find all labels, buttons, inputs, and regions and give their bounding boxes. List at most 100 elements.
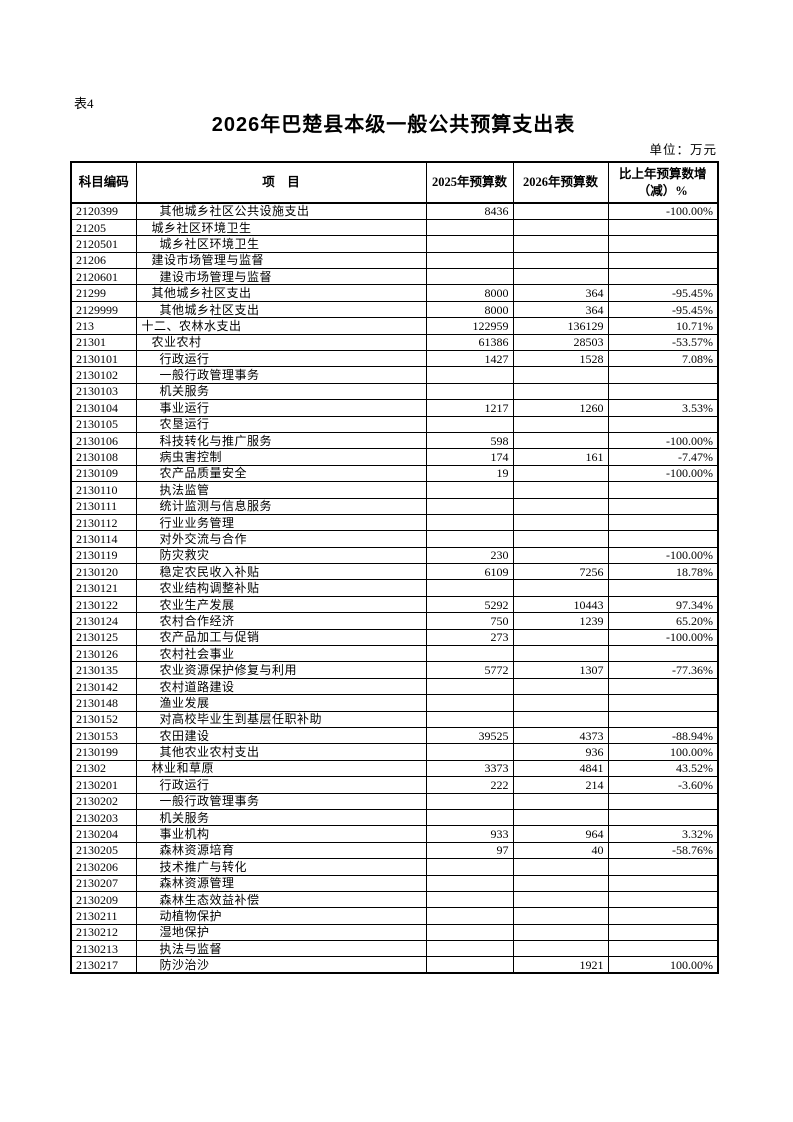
cell-code: 2120501 [70, 235, 137, 253]
table-row: 2130201 行政运行 222 214 -3.60% [70, 776, 719, 794]
cell-code: 21301 [70, 333, 137, 352]
cell-budget-2025 [425, 940, 514, 958]
cell-budget-2026: 1260 [512, 399, 609, 417]
cell-code: 2130206 [70, 858, 137, 876]
cell-change-pct: -100.00% [607, 628, 719, 647]
cell-item: 农产品加工与促销 [135, 628, 427, 647]
cell-code: 2130125 [70, 628, 137, 647]
cell-item: 森林资源管理 [135, 874, 427, 892]
cell-budget-2025: 8436 [425, 202, 514, 220]
cell-change-pct [607, 513, 719, 532]
cell-code: 2130108 [70, 448, 137, 466]
cell-budget-2026 [512, 251, 609, 270]
cell-change-pct [607, 677, 719, 696]
table-row: 2130204 事业机构 933 964 3.32% [70, 825, 719, 843]
cell-item: 农村合作经济 [135, 612, 427, 630]
cell-code: 2129999 [70, 300, 137, 319]
cell-budget-2026 [512, 808, 609, 827]
cell-code: 2130126 [70, 645, 137, 663]
cell-budget-2026 [512, 497, 609, 515]
table-row: 2130106 科技转化与推广服务 598 -100.00% [70, 431, 719, 450]
table-row: 2130206 技术推广与转化 [70, 858, 719, 876]
cell-code: 2130205 [70, 841, 137, 860]
cell-budget-2025: 61386 [425, 333, 514, 352]
table-row: 2130209 森林生态效益补偿 [70, 890, 719, 909]
cell-item: 技术推广与转化 [135, 858, 427, 876]
cell-budget-2026: 40 [512, 841, 609, 860]
cell-item: 其他城乡社区公共设施支出 [135, 202, 427, 220]
table-row: 2130108 病虫害控制 174 161 -7.47% [70, 448, 719, 466]
cell-item: 湿地保护 [135, 923, 427, 942]
table-row: 21299 其他城乡社区支出 8000 364 -95.45% [70, 284, 719, 302]
page-title: 2026年巴楚县本级一般公共预算支出表 [211, 114, 576, 136]
cell-budget-2026 [512, 431, 609, 450]
cell-change-pct [607, 218, 719, 237]
cell-change-pct [607, 645, 719, 663]
cell-code: 2130213 [70, 940, 137, 958]
cell-change-pct: -3.60% [607, 776, 719, 794]
cell-change-pct: 7.08% [607, 350, 719, 368]
cell-item: 城乡社区环境卫生 [135, 218, 427, 237]
table-row: 2130207 森林资源管理 [70, 874, 719, 892]
cell-code: 2130152 [70, 710, 137, 729]
cell-change-pct: 3.32% [607, 825, 719, 843]
cell-budget-2026 [512, 382, 609, 401]
table-row: 2130153 农田建设 39525 4373 -88.94% [70, 726, 719, 745]
table-row: 2130135 农业资源保护修复与利用 5772 1307 -77.36% [70, 661, 719, 679]
cell-budget-2026 [512, 858, 609, 876]
cell-code: 21302 [70, 759, 137, 778]
cell-item: 建设市场管理与监督 [135, 251, 427, 270]
cell-code: 2130203 [70, 808, 137, 827]
table-row: 21302 林业和草原 3373 4841 43.52% [70, 759, 719, 778]
cell-item: 其他农业农村支出 [135, 743, 427, 761]
cell-code: 2130204 [70, 825, 137, 843]
table-row: 2130120 稳定农民收入补贴 6109 7256 18.78% [70, 563, 719, 581]
cell-change-pct: -95.45% [607, 284, 719, 302]
cell-code: 2130111 [70, 497, 137, 515]
cell-code: 2130148 [70, 694, 137, 712]
table-row: 2130202 一般行政管理事务 [70, 792, 719, 810]
table-row: 2130212 湿地保护 [70, 923, 719, 942]
table-row: 213 十二、农林水支出 122959 136129 10.71% [70, 317, 719, 335]
cell-item: 农田建设 [135, 726, 427, 745]
table-row: 21301 农业农村 61386 28503 -53.57% [70, 333, 719, 352]
cell-budget-2026 [512, 792, 609, 810]
cell-change-pct: 18.78% [607, 563, 719, 581]
cell-change-pct: 100.00% [607, 743, 719, 761]
cell-budget-2025: 750 [425, 612, 514, 630]
cell-budget-2025: 174 [425, 448, 514, 466]
cell-change-pct [607, 923, 719, 942]
cell-code: 2130122 [70, 595, 137, 614]
cell-code: 2130104 [70, 399, 137, 417]
cell-item: 事业机构 [135, 825, 427, 843]
cell-item: 城乡社区环境卫生 [135, 235, 427, 253]
cell-item: 渔业发展 [135, 694, 427, 712]
cell-budget-2025: 3373 [425, 759, 514, 778]
cell-budget-2025 [425, 481, 514, 499]
cell-budget-2025 [425, 235, 514, 253]
cell-budget-2026: 4841 [512, 759, 609, 778]
table-row: 2130213 执法与监督 [70, 940, 719, 958]
cell-code: 2130135 [70, 661, 137, 679]
table-row: 2130205 森林资源培育 97 40 -58.76% [70, 841, 719, 860]
cell-item: 十二、农林水支出 [135, 317, 427, 335]
cell-budget-2025 [425, 858, 514, 876]
cell-code: 2130105 [70, 415, 137, 433]
cell-item: 农业农村 [135, 333, 427, 352]
cell-budget-2026 [512, 890, 609, 909]
cell-budget-2025 [425, 268, 514, 286]
cell-change-pct: -100.00% [607, 546, 719, 565]
cell-change-pct: -77.36% [607, 661, 719, 679]
table-row: 2130126 农村社会事业 [70, 645, 719, 663]
col-header-2026: 2026年预算数 [512, 161, 609, 204]
cell-code: 2130106 [70, 431, 137, 450]
cell-code: 2130199 [70, 743, 137, 761]
cell-budget-2025: 230 [425, 546, 514, 565]
col-header-pct: 比上年预算数增（减）% [607, 161, 719, 204]
cell-code: 2130103 [70, 382, 137, 401]
cell-change-pct [607, 530, 719, 548]
cell-budget-2026 [512, 694, 609, 712]
cell-budget-2026: 364 [512, 300, 609, 319]
cell-code: 2130112 [70, 513, 137, 532]
cell-budget-2026 [512, 513, 609, 532]
